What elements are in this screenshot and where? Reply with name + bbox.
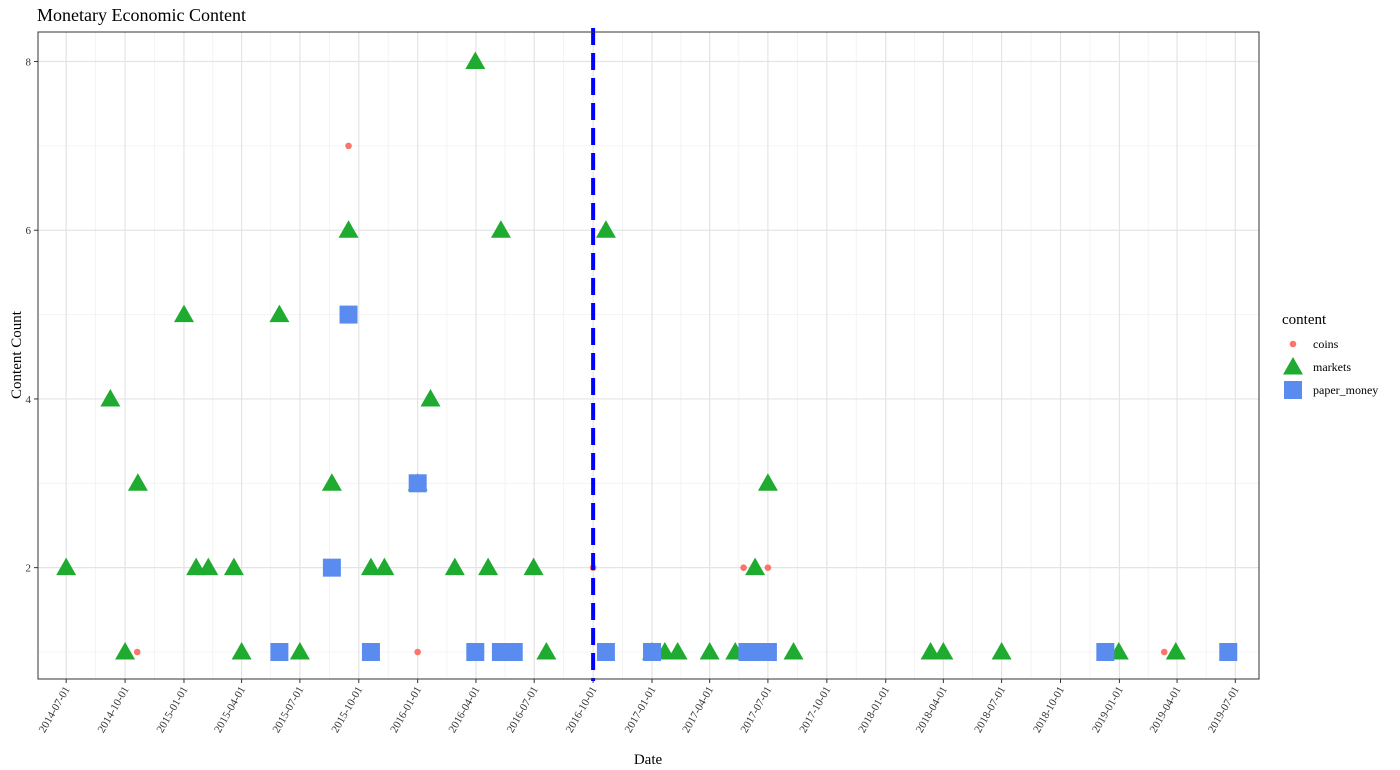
x-tick-label: 2014-10-01 [96,685,132,735]
markets-point [699,642,720,660]
paper_money-point [466,643,485,662]
markets-point [223,557,244,576]
x-tick-label: 2019-04-01 [1148,685,1184,735]
markets-point [595,220,616,238]
markets-point [289,642,310,660]
coins-point [1160,648,1168,656]
x-axis-title: Date [634,752,663,768]
y-tick-label: 2 [26,563,32,575]
x-tick-label: 2015-01-01 [155,685,191,735]
x-tick-label: 2017-10-01 [797,685,833,735]
markets-point [115,642,136,660]
x-tick-label: 2014-07-01 [37,685,73,735]
paper_money-point [339,305,358,324]
paper_money-point [361,643,380,662]
markets-point [1165,642,1186,660]
markets-point [490,220,511,238]
legend-label-markets: markets [1313,360,1351,374]
x-tick-label: 2017-07-01 [738,685,774,735]
markets-point [127,473,148,491]
y-axis-title: Content Count [9,310,25,399]
markets-point [198,557,219,576]
markets-point [745,557,766,576]
y-tick-label: 4 [26,394,32,406]
coins-point [345,142,352,150]
markets-point [360,557,381,576]
paper_money-point [322,558,341,577]
paper_money-point [270,643,289,662]
legend-key-markets [1283,357,1303,375]
x-tick-label: 2019-01-01 [1090,685,1126,735]
x-tick-label: 2016-01-01 [388,685,424,735]
panel-background [38,32,1259,679]
paper_money-point [504,643,523,662]
coins-point [414,648,421,656]
markets-point [444,557,465,576]
coins-point [764,564,772,571]
markets-point [667,642,688,660]
markets-point [783,642,804,660]
x-tick-label: 2017-01-01 [623,685,659,735]
x-tick-label: 2015-04-01 [212,685,248,735]
paper_money-point [408,474,427,493]
legend: content coins markets paper_money [1282,312,1378,399]
markets-point [56,557,77,576]
markets-point [338,220,359,238]
y-tick-label: 6 [26,225,32,237]
markets-point [420,388,441,407]
x-tick-label: 2018-07-01 [972,684,1008,734]
x-tick-label: 2016-04-01 [446,685,482,735]
markets-point [100,388,121,407]
markets-point [757,473,778,491]
x-tick-label: 2018-04-01 [914,685,950,735]
markets-point [374,557,395,576]
markets-point [321,473,342,491]
markets-point [231,642,252,660]
legend-key-coins [1289,340,1297,348]
x-tick-label: 2015-10-01 [329,685,365,735]
coins-point [133,648,141,656]
x-tick-label: 2018-01-01 [856,685,892,735]
markets-point [933,642,954,660]
markets-point [465,51,486,70]
legend-label-coins: coins [1313,337,1339,351]
paper_money-point [1096,643,1115,662]
x-tick-label: 2015-07-01 [270,685,306,735]
x-tick-label: 2017-04-01 [680,685,716,735]
markets-point [920,642,941,660]
markets-point [536,642,557,660]
paper_money-point [596,643,615,662]
markets-point [173,304,194,323]
x-tick-label: 2018-10-01 [1031,685,1067,735]
markets-point [523,557,544,576]
x-tick-label: 2016-07-01 [505,685,541,735]
markets-point [269,304,290,323]
plot-panel: 2014-07-01 2014-10-01 2015-01-01 2015-04-01… [26,28,1260,735]
markets-point [478,557,499,576]
legend-key-paper_money [1284,381,1302,399]
y-tick-label: 8 [26,57,32,69]
chart-title: Monetary Economic Content [37,5,246,25]
legend-title: content [1282,312,1327,328]
x-tick-label: 2019-07-01 [1206,685,1242,735]
paper_money-point [1219,643,1238,662]
panel-border [37,31,1260,680]
coins-point [740,564,747,571]
paper_money-point [643,643,662,662]
paper_money-point [758,643,777,662]
markets-point [991,642,1012,660]
x-tick-label: 2016-10-01 [564,685,600,735]
legend-label-paper_money: paper_money [1313,383,1378,397]
